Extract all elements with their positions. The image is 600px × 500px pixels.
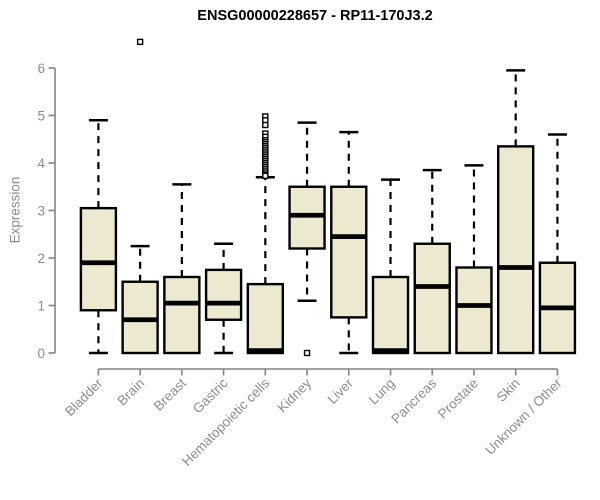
x-tick-label-breast: Breast	[151, 375, 189, 413]
box-liver	[330, 185, 368, 319]
x-tick-label-skin: Skin	[494, 376, 523, 405]
x-tick-label-gastric: Gastric	[190, 375, 231, 416]
x-tick-label-unknown-other: Unknown / Other	[482, 375, 565, 458]
y-tick-label-3: 3	[37, 203, 45, 218]
outlier-brain	[136, 38, 144, 46]
x-tick-label-pancreas: Pancreas	[388, 375, 439, 426]
y-tick-label-6: 6	[37, 61, 45, 76]
box-pancreas	[413, 242, 451, 355]
box-hematopoietic-cells	[246, 282, 285, 355]
box-bladder	[79, 206, 118, 312]
x-tick-label-liver: Liver	[325, 375, 357, 407]
x-tick-label-bladder: Bladder	[62, 375, 106, 419]
outlier-hematopoietic-cells	[262, 121, 269, 129]
chart-title: ENSG00000228657 - RP11-170J3.2	[197, 8, 433, 24]
y-tick-label-5: 5	[37, 108, 45, 123]
outlier-hematopoietic-cells	[262, 172, 269, 180]
box-prostate	[455, 266, 493, 355]
box-lung	[371, 275, 410, 355]
x-tick-label-prostate: Prostate	[435, 376, 481, 422]
y-tick-label-0: 0	[37, 346, 45, 361]
y-tick-label-2: 2	[37, 251, 45, 266]
x-tick-label-lung: Lung	[366, 376, 398, 408]
box-breast	[163, 275, 201, 355]
x-tick-label-brain: Brain	[114, 376, 147, 409]
y-tick-label-1: 1	[37, 298, 45, 313]
outlier-kidney	[303, 349, 311, 357]
box-gastric	[204, 268, 243, 321]
y-tick-label-4: 4	[37, 156, 45, 171]
x-tick-label-kidney: Kidney	[274, 375, 314, 415]
box-skin	[497, 145, 535, 355]
